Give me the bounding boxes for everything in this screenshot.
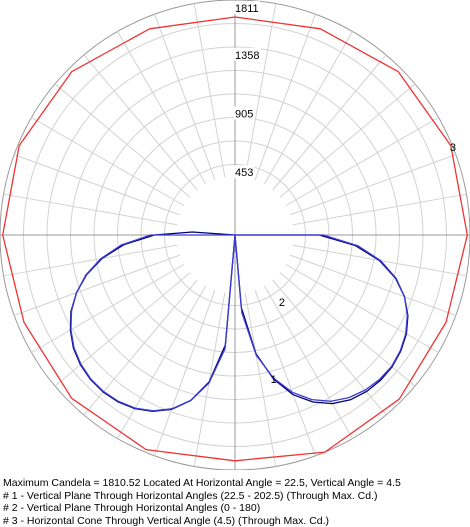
ring-label-bg bbox=[234, 165, 255, 179]
curve-label-1: 1 bbox=[271, 374, 277, 386]
ring-label-bg bbox=[234, 106, 255, 120]
grid-spoke bbox=[117, 285, 207, 439]
curve-labels: 1 2 3 bbox=[271, 142, 456, 386]
grid-spoke bbox=[14, 254, 180, 316]
ring-label: 905 bbox=[235, 109, 253, 121]
grid-spoke bbox=[272, 54, 387, 191]
grid-spoke bbox=[193, 3, 226, 178]
grid-spoke bbox=[54, 83, 191, 198]
curves bbox=[2, 16, 468, 462]
curve-label-3: 3 bbox=[450, 142, 456, 154]
curve-label-2: 2 bbox=[279, 297, 285, 309]
legend-item-2: # 2 - Vertical Plane Through Horizontal … bbox=[3, 502, 261, 514]
legend: Maximum Candela = 1810.52 Located At Hor… bbox=[3, 477, 469, 527]
ring-label: 1811 bbox=[235, 3, 259, 15]
grid-spoke bbox=[31, 263, 185, 353]
grid-spoke bbox=[254, 290, 316, 456]
grid-spoke bbox=[54, 272, 191, 387]
grid-spoke bbox=[83, 54, 198, 191]
grid-spoke bbox=[3, 193, 178, 226]
grid-spokes bbox=[3, 3, 467, 467]
ring-labels: 453 905 1358 1811 bbox=[234, 1, 261, 179]
grid-spoke bbox=[272, 279, 387, 416]
grid-spoke bbox=[290, 154, 456, 216]
legend-item-3: # 3 - Horizontal Cone Through Vertical A… bbox=[3, 514, 330, 527]
grid-spoke bbox=[290, 254, 456, 316]
ring-label: 453 bbox=[235, 167, 253, 179]
ring-label-bg bbox=[234, 1, 260, 14]
curve-2 bbox=[70, 234, 408, 412]
legend-item-1: # 1 - Vertical Plane Through Horizontal … bbox=[3, 489, 378, 502]
grid-spoke bbox=[3, 244, 178, 277]
grid-spoke bbox=[279, 83, 416, 198]
grid-spoke bbox=[154, 14, 216, 180]
ring-label-bg bbox=[234, 47, 261, 61]
ring-label: 1358 bbox=[235, 50, 259, 62]
grid-spoke bbox=[254, 14, 316, 180]
grid-spoke bbox=[31, 117, 185, 207]
grid-spoke bbox=[244, 3, 277, 178]
grid-spoke bbox=[244, 292, 277, 467]
grid-spoke bbox=[263, 285, 353, 439]
grid-spoke bbox=[14, 154, 180, 216]
curve-3 bbox=[2, 16, 468, 462]
grid-spoke bbox=[285, 263, 439, 353]
grid-spoke bbox=[292, 193, 467, 226]
polar-chart: 453 905 1358 1811 1 2 3 bbox=[0, 0, 470, 470]
grid-spoke bbox=[285, 117, 439, 207]
max-candela-text: Maximum Candela = 1810.52 Located At Hor… bbox=[3, 477, 401, 489]
grid-spoke bbox=[263, 31, 353, 185]
grid-spoke bbox=[117, 31, 207, 185]
grid-spoke bbox=[154, 290, 216, 456]
